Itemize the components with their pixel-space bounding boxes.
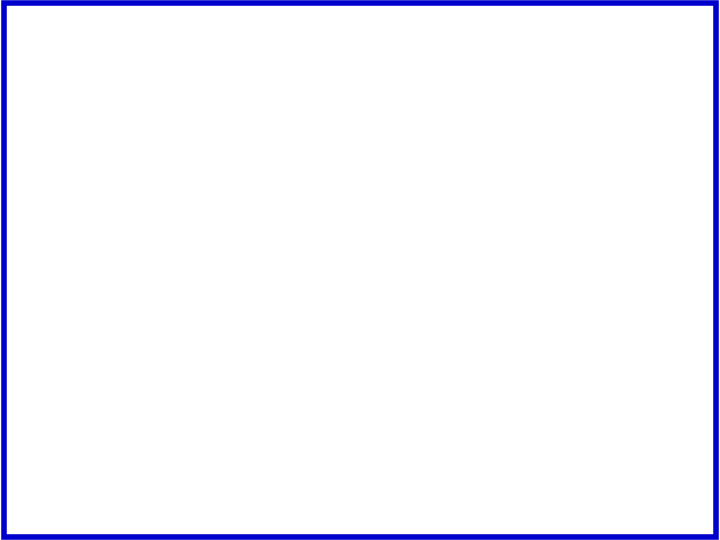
Text: Combining LDA and: Combining LDA and xyxy=(58,19,611,67)
Text: The light, SP  (or SPD) electrons are
 extended, well described by LDA: The light, SP (or SPD) electrons are ext… xyxy=(83,208,482,253)
Text: ■: ■ xyxy=(61,367,74,381)
Text: RUTGERS: RUTGERS xyxy=(309,522,411,540)
Text: ■: ■ xyxy=(61,286,74,300)
Text: LDA already contains an average interaction
 of the  heavy electrons, substract : LDA already contains an average interact… xyxy=(83,367,582,464)
Text: THE STATE UNIVERSITY OF NEW JERSEY: THE STATE UNIVERSITY OF NEW JERSEY xyxy=(237,510,483,521)
Text: The U matrix can be estimated from first
    principles or  viewed as parameters: The U matrix can be estimated from first… xyxy=(58,475,513,521)
Text: DMFT: DMFT xyxy=(58,105,217,153)
Text: The heavy, D (or F) electrons are
 localized,treat by DMFT.: The heavy, D (or F) electrons are locali… xyxy=(83,286,450,332)
Text: ■: ■ xyxy=(61,208,74,222)
